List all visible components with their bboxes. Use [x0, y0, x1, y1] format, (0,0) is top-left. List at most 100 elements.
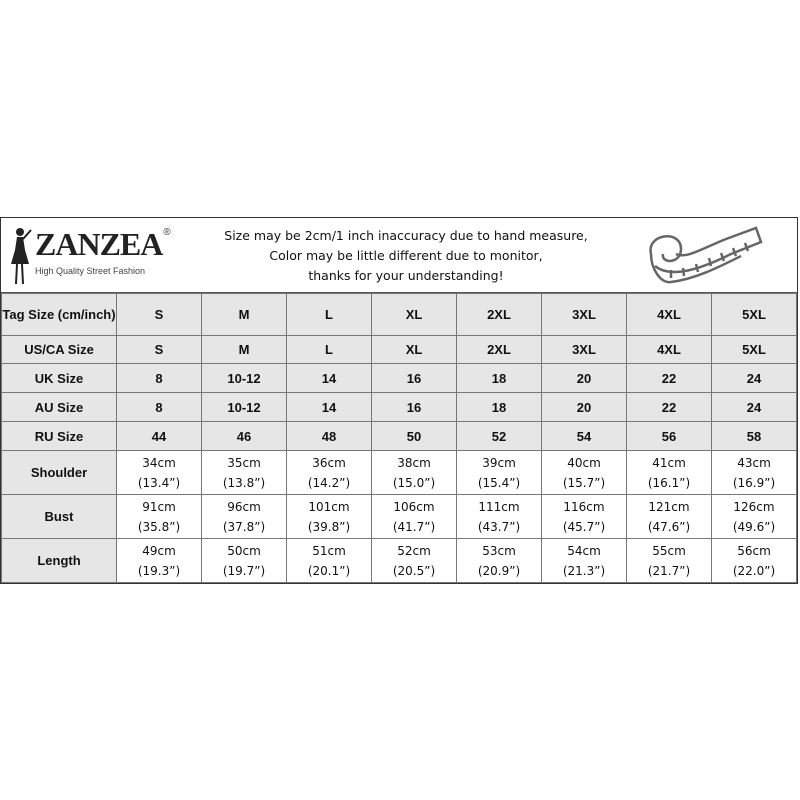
size-cell: 4XL	[626, 335, 712, 364]
size-cell: S	[116, 293, 202, 336]
cm-value: 41cm	[652, 455, 686, 470]
inch-value: (14.2”)	[307, 475, 351, 490]
brand-tagline: High Quality Street Fashion	[35, 266, 146, 276]
brand-logo: ZANZEA® High Quality Street Fashion	[7, 226, 177, 286]
measurement-cell: 106cm (41.7”)	[371, 494, 457, 539]
cm-value: 91cm	[142, 499, 176, 514]
size-cell: 24	[711, 363, 797, 393]
size-cell: M	[201, 293, 287, 336]
size-cell: 14	[286, 392, 372, 422]
inch-value: (19.7”)	[222, 563, 266, 578]
notice-line: thanks for your understanding!	[308, 268, 504, 283]
inch-value: (41.7”)	[392, 519, 436, 534]
row-label: Tag Size (cm/inch)	[1, 293, 117, 336]
measurement-cell: 55cm (21.7”)	[626, 538, 712, 583]
size-cell: 2XL	[456, 335, 542, 364]
measurement-row: Length 49cm (19.3”) 50cm (19.7”) 51cm (20.1”) 5…	[1, 538, 797, 583]
measurement-cell: 36cm (14.2”)	[286, 450, 372, 495]
measurement-cell: 56cm (22.0”)	[711, 538, 797, 583]
inch-value: (15.7”)	[562, 475, 606, 490]
inch-value: (20.9”)	[477, 563, 521, 578]
cm-value: 43cm	[737, 455, 771, 470]
size-cell: 54	[541, 421, 627, 451]
cm-value: 51cm	[312, 543, 346, 558]
cm-value: 55cm	[652, 543, 686, 558]
inch-value: (20.1”)	[307, 563, 351, 578]
cm-value: 39cm	[482, 455, 516, 470]
inch-value: (15.4”)	[477, 475, 521, 490]
measurement-cell: 126cm (49.6”)	[711, 494, 797, 539]
measuring-tape-icon	[649, 226, 763, 284]
size-cell: 14	[286, 363, 372, 393]
size-row: Tag Size (cm/inch) S M L XL 2XL 3XL 4XL 5XL	[1, 293, 797, 336]
inch-value: (13.4”)	[137, 475, 181, 490]
measurement-cell: 39cm (15.4”)	[456, 450, 542, 495]
measurement-cell: 41cm (16.1”)	[626, 450, 712, 495]
size-cell: L	[286, 335, 372, 364]
cm-value: 40cm	[567, 455, 601, 470]
measurement-cell: 96cm (37.8”)	[201, 494, 287, 539]
size-cell: 16	[371, 363, 457, 393]
size-chart: ZANZEA® High Quality Street Fashion Size…	[0, 217, 798, 584]
cm-value: 54cm	[567, 543, 601, 558]
size-cell: 4XL	[626, 293, 712, 336]
inch-value: (15.0”)	[392, 475, 436, 490]
measurement-row: Shoulder 34cm (13.4”) 35cm (13.8”) 36cm (14.2”…	[1, 450, 797, 495]
size-cell: 5XL	[711, 293, 797, 336]
notice-text: Size may be 2cm/1 inch inaccuracy due to…	[191, 226, 621, 286]
size-cell: 22	[626, 392, 712, 422]
cm-value: 34cm	[142, 455, 176, 470]
size-cell: M	[201, 335, 287, 364]
row-label: UK Size	[1, 363, 117, 393]
size-cell: 56	[626, 421, 712, 451]
brand-line: ZANZEA®	[35, 226, 171, 262]
size-cell: 58	[711, 421, 797, 451]
size-cell: 46	[201, 421, 287, 451]
size-cell: 16	[371, 392, 457, 422]
size-cell: 52	[456, 421, 542, 451]
measurement-cell: 53cm (20.9”)	[456, 538, 542, 583]
cm-value: 49cm	[142, 543, 176, 558]
size-cell: 8	[116, 392, 202, 422]
inch-value: (16.9”)	[732, 475, 776, 490]
size-cell: XL	[371, 293, 457, 336]
size-cell: 3XL	[541, 293, 627, 336]
inch-value: (21.3”)	[562, 563, 606, 578]
measurement-cell: 54cm (21.3”)	[541, 538, 627, 583]
row-label: Length	[1, 538, 117, 583]
inch-value: (47.6”)	[647, 519, 691, 534]
size-cell: 18	[456, 392, 542, 422]
cm-value: 121cm	[648, 499, 690, 514]
size-cell: XL	[371, 335, 457, 364]
cm-value: 53cm	[482, 543, 516, 558]
measurement-cell: 40cm (15.7”)	[541, 450, 627, 495]
measurement-cell: 111cm (43.7”)	[456, 494, 542, 539]
size-table: Tag Size (cm/inch) S M L XL 2XL 3XL 4XL 5XL US/CA…	[1, 293, 797, 583]
size-cell: 10-12	[201, 363, 287, 393]
size-cell: S	[116, 335, 202, 364]
measurement-cell: 116cm (45.7”)	[541, 494, 627, 539]
inch-value: (19.3”)	[137, 563, 181, 578]
size-cell: 3XL	[541, 335, 627, 364]
cm-value: 111cm	[478, 499, 520, 514]
row-label: Shoulder	[1, 450, 117, 495]
size-cell: 8	[116, 363, 202, 393]
size-cell: 44	[116, 421, 202, 451]
inch-value: (22.0”)	[732, 563, 776, 578]
inch-value: (37.8”)	[222, 519, 266, 534]
row-label: RU Size	[1, 421, 117, 451]
size-cell: L	[286, 293, 372, 336]
brand-name: ZANZEA	[35, 226, 163, 262]
inch-value: (39.8”)	[307, 519, 351, 534]
inch-value: (45.7”)	[562, 519, 606, 534]
row-label: US/CA Size	[1, 335, 117, 364]
chart-header: ZANZEA® High Quality Street Fashion Size…	[1, 218, 797, 293]
measurement-cell: 121cm (47.6”)	[626, 494, 712, 539]
size-cell: 2XL	[456, 293, 542, 336]
inch-value: (49.6”)	[732, 519, 776, 534]
cm-value: 50cm	[227, 543, 261, 558]
measurement-cell: 91cm (35.8”)	[116, 494, 202, 539]
measurement-cell: 35cm (13.8”)	[201, 450, 287, 495]
inch-value: (20.5”)	[392, 563, 436, 578]
inch-value: (43.7”)	[477, 519, 521, 534]
